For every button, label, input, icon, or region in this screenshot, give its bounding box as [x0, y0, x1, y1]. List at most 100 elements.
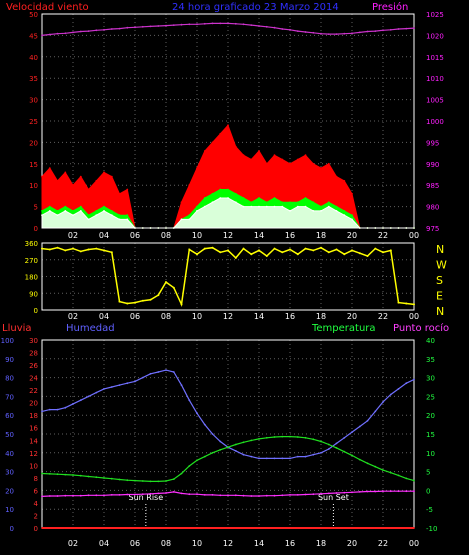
x-tick-label: 02 [68, 539, 78, 548]
temperature-tick-label: 0 [426, 487, 430, 495]
point-direction [397, 301, 400, 304]
point-temperatura [351, 454, 353, 457]
point-average [312, 201, 315, 204]
point-temperatura [149, 480, 152, 483]
point-gust [203, 150, 206, 152]
point-pressure [87, 30, 90, 32]
point-pressure [118, 27, 121, 30]
point-lluvia [165, 527, 167, 529]
point-gust [64, 171, 67, 174]
point-humedad [126, 382, 129, 385]
point-direction [56, 246, 59, 249]
point-punto_rocio [188, 493, 191, 496]
point-lull [126, 218, 129, 221]
rain-tick-label: 18 [29, 412, 38, 420]
pressure-tick-label: 1015 [426, 54, 444, 62]
dew-point-axis-title: Punto rocío [393, 322, 449, 334]
point-lluvia [196, 527, 198, 529]
point-average [351, 214, 353, 217]
point-temperatura [320, 440, 322, 443]
point-punto_rocio [149, 492, 152, 495]
point-lull [95, 214, 98, 217]
point-direction [382, 251, 384, 254]
point-temperatura [141, 480, 144, 482]
point-lluvia [242, 527, 245, 529]
wind-speed-tick-label: 15 [29, 161, 38, 169]
point-punto_rocio [320, 492, 322, 495]
point-direction [95, 247, 98, 250]
x-tick-label: 20 [347, 539, 357, 548]
point-direction [180, 303, 183, 306]
x-tick-label: 10 [192, 312, 202, 321]
humidity-tick-label: 60 [5, 412, 14, 420]
point-average [211, 192, 214, 195]
point-average [242, 197, 245, 199]
point-lull [103, 210, 105, 212]
point-pressure [413, 27, 415, 29]
point-punto_rocio [265, 494, 268, 497]
point-gust [296, 158, 299, 161]
point-lull [172, 227, 175, 229]
point-pressure [327, 33, 330, 35]
point-lluvia [351, 527, 353, 529]
point-average [203, 197, 206, 199]
point-pressure [242, 23, 245, 26]
point-lluvia [382, 527, 384, 529]
point-pressure [389, 28, 392, 31]
point-pressure [188, 23, 191, 26]
pressure-axis-title: Presión [372, 1, 408, 13]
rain-tick-label: 16 [29, 425, 38, 433]
point-gust [312, 162, 315, 165]
point-humedad [64, 406, 67, 409]
humidity-tick-label: 100 [1, 337, 14, 345]
point-average [327, 201, 330, 204]
point-punto_rocio [118, 494, 121, 496]
point-pressure [320, 32, 322, 35]
point-gust [56, 180, 59, 182]
point-lull [413, 227, 415, 229]
point-punto_rocio [165, 492, 167, 494]
point-punto_rocio [134, 493, 136, 496]
point-lull [72, 214, 74, 217]
pressure-tick-label: 980 [426, 204, 439, 212]
point-direction [134, 301, 136, 304]
compass-label: S [436, 274, 443, 287]
point-punto_rocio [196, 493, 198, 496]
point-humedad [72, 403, 74, 405]
rain-tick-label: 2 [34, 512, 38, 520]
point-pressure [234, 22, 237, 25]
wind-speed-tick-label: 0 [34, 225, 38, 233]
point-gust [79, 175, 82, 178]
point-humedad [273, 457, 276, 460]
point-lluvia [87, 527, 90, 529]
point-average [118, 214, 121, 217]
point-gust [126, 188, 129, 191]
x-tick-label: 12 [223, 312, 233, 321]
humidity-tick-label: 20 [5, 487, 14, 495]
pressure-tick-label: 995 [426, 139, 439, 147]
point-humedad [389, 393, 392, 396]
point-humedad [203, 423, 206, 426]
point-average [196, 205, 198, 208]
rain-tick-label: 30 [29, 337, 38, 345]
point-punto_rocio [211, 494, 214, 496]
point-punto_rocio [389, 490, 392, 493]
point-lluvia [126, 527, 129, 529]
point-lull [211, 201, 214, 204]
point-humedad [397, 388, 400, 390]
point-temperatura [312, 438, 315, 441]
point-lull [87, 218, 90, 221]
point-direction [64, 249, 67, 252]
point-humedad [211, 433, 214, 435]
point-punto_rocio [95, 494, 98, 497]
humidity-tick-label: 50 [5, 431, 14, 439]
point-punto_rocio [41, 495, 43, 498]
point-temperatura [64, 473, 67, 476]
point-lull [351, 218, 353, 221]
point-pressure [405, 27, 408, 30]
point-punto_rocio [157, 492, 160, 495]
point-pressure [265, 25, 268, 28]
point-temperatura [165, 480, 167, 482]
point-gust [273, 154, 276, 157]
